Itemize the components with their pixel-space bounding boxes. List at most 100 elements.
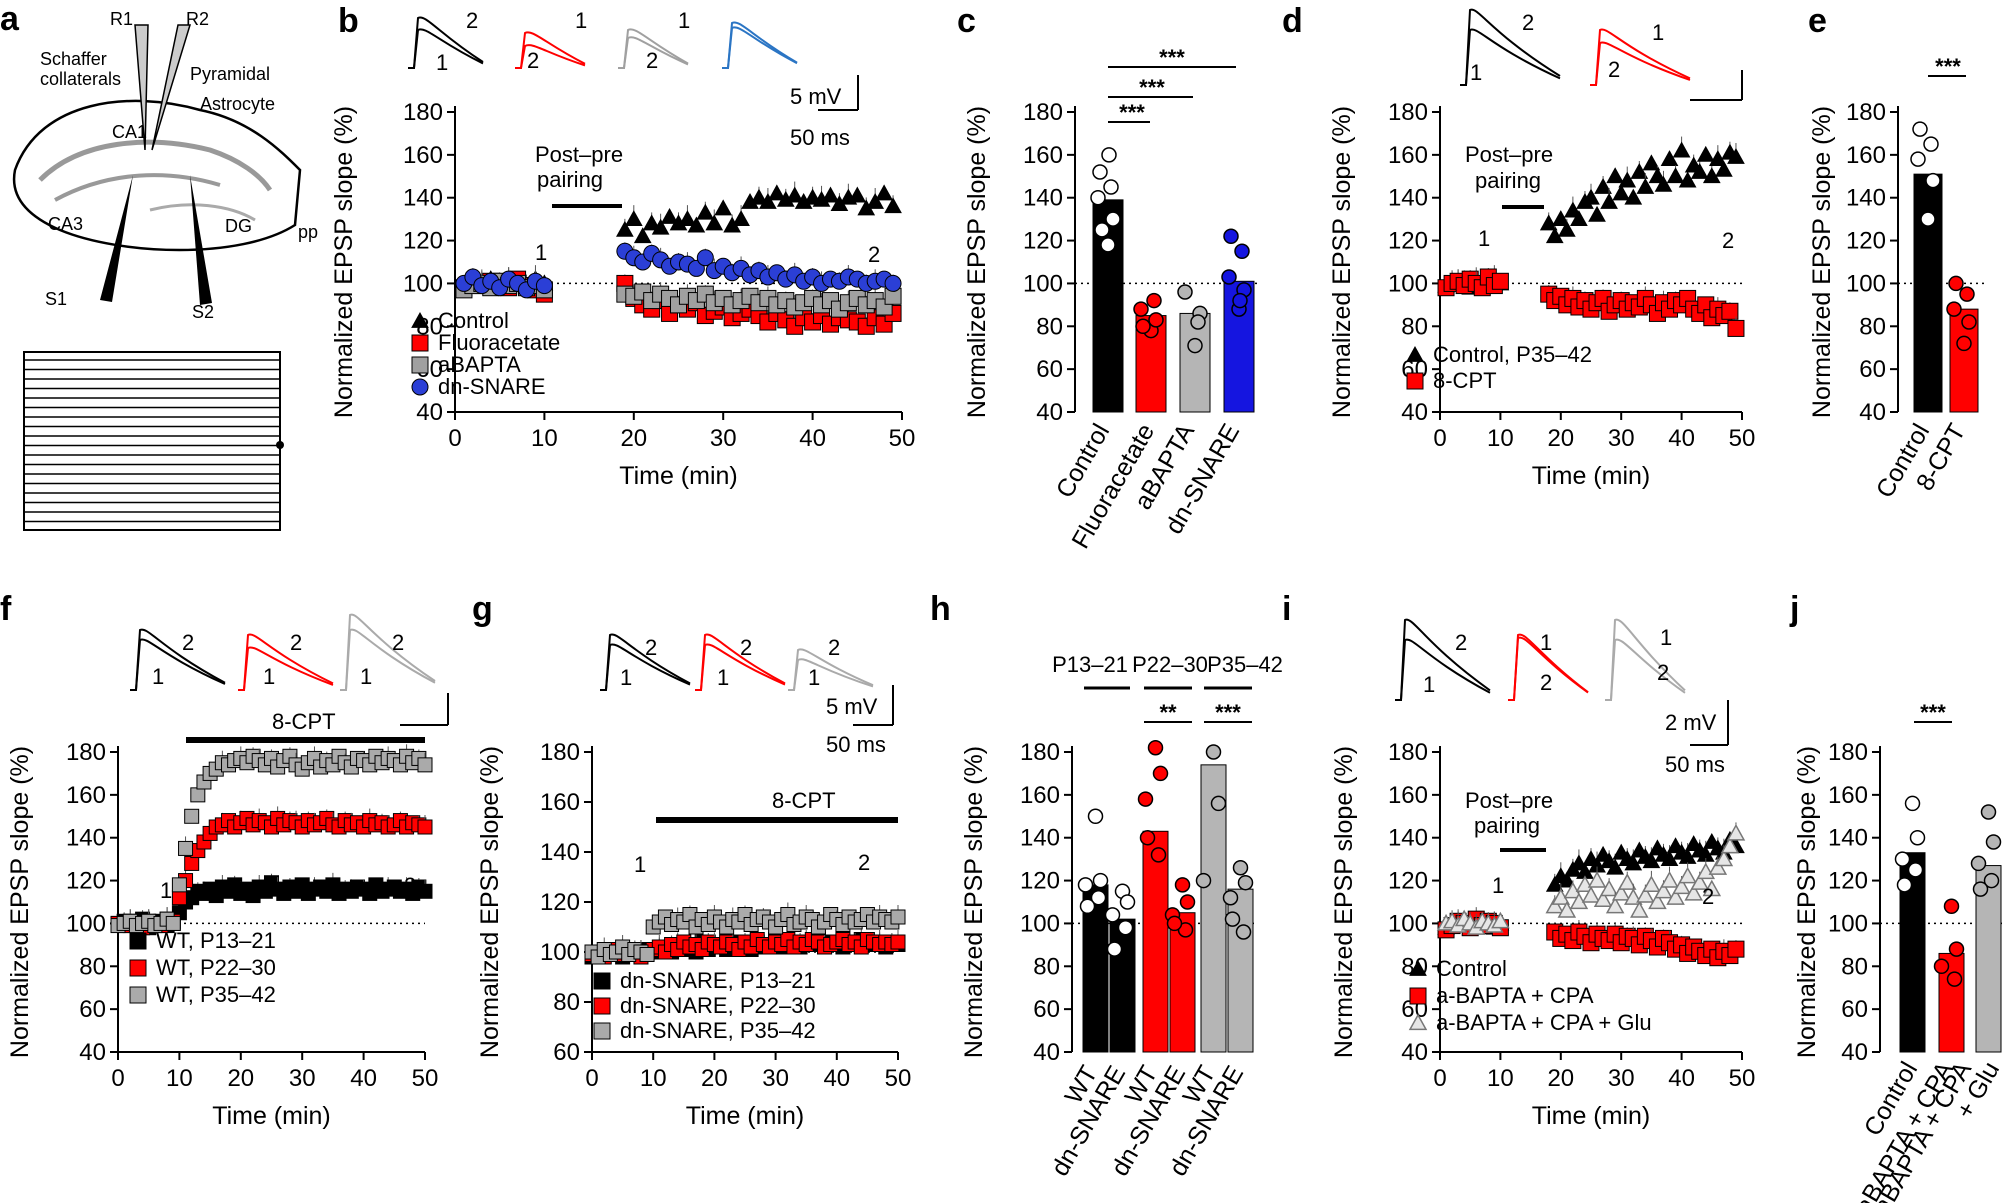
epoch-1: 1 [1478, 226, 1490, 251]
legend-marker [129, 932, 147, 950]
legend-marker [411, 334, 429, 352]
y-tick-label: 160 [66, 782, 106, 809]
trace-number: 1 [152, 664, 164, 689]
bar-point [1985, 834, 2002, 850]
bar-point [1933, 958, 1950, 975]
data-point [1702, 879, 1722, 897]
series-8-cpt [1437, 268, 1745, 337]
y-tick-label: 80 [1033, 953, 1060, 980]
trace-number: 2 [1657, 660, 1669, 685]
x-tick-label: 40 [1668, 1065, 1695, 1092]
legend-marker [593, 972, 611, 990]
epsp-trace [340, 628, 436, 691]
epsp-trace [238, 646, 334, 691]
y-tick-label: 100 [1388, 910, 1428, 937]
hippocampus-outline [12, 99, 302, 252]
bar [1200, 764, 1227, 1053]
trace-number: 1 [360, 664, 372, 689]
epsp-trace [1460, 8, 1561, 86]
bar-point [1232, 859, 1249, 876]
data-point [1648, 892, 1667, 910]
data-point [1721, 302, 1739, 320]
bar-point [1910, 151, 1926, 167]
data-point [1726, 823, 1746, 841]
data-point [1666, 167, 1685, 184]
panel-letter-h: h [930, 590, 951, 628]
x-tick-label: 30 [1608, 425, 1635, 452]
bar-point [1956, 335, 1972, 352]
data-point [1660, 150, 1679, 167]
trace-number: 2 [182, 630, 194, 655]
legend-label: Control [1436, 956, 1507, 981]
bar-point [1139, 829, 1156, 846]
y-tick-label: 80 [553, 989, 580, 1016]
bar-point [1166, 915, 1183, 932]
y-tick-label: 160 [1846, 142, 1886, 169]
label-r2: R2 [186, 9, 209, 29]
x-tick-label: 0 [1433, 425, 1446, 452]
epsp-trace [618, 36, 689, 69]
epsp-trace [1590, 41, 1691, 86]
bar-point [1117, 919, 1134, 936]
data-point [190, 787, 206, 803]
data-point [1600, 192, 1618, 209]
x-tick-label: 20 [620, 425, 647, 452]
data-point [171, 890, 187, 906]
data-point [633, 227, 652, 244]
data-point [1606, 858, 1625, 875]
bar-point [1959, 286, 1975, 302]
data-point [1617, 873, 1637, 890]
data-point [1690, 162, 1709, 179]
trace-number: 1 [575, 8, 587, 33]
legend-label: WT, P22–30 [156, 955, 276, 980]
data-point [705, 214, 724, 231]
legend-marker [1408, 1013, 1428, 1031]
legend-marker [411, 311, 429, 328]
legend-label: aBAPTA [438, 352, 521, 377]
epsp-trace [600, 633, 691, 691]
legend-marker [1406, 345, 1424, 362]
data-point [616, 220, 634, 237]
x-tick-label: 0 [585, 1065, 598, 1092]
bar-point [1104, 907, 1121, 923]
data-point [535, 277, 553, 295]
bar-point [1907, 862, 1924, 878]
trace-number: 1 [620, 665, 632, 690]
label-astrocyte: Astrocyte [200, 94, 275, 114]
y-tick-label: 80 [1401, 313, 1428, 340]
data-point [1654, 881, 1673, 899]
bar-point [1946, 301, 1962, 317]
panel-letter-j: j [1789, 590, 1799, 628]
data-point [1654, 175, 1673, 192]
y-tick-label: 140 [540, 839, 580, 866]
epsp-trace [1605, 618, 1686, 701]
y-axis-label: Normalized EPSP slope (%) [1330, 746, 1358, 1058]
sig-stars: *** [1159, 45, 1185, 70]
bar-point [1909, 829, 1926, 846]
y-tick-label: 100 [1023, 270, 1063, 297]
legend-label: Control [438, 308, 509, 333]
x-axis-label: Time (min) [686, 1102, 805, 1130]
post-pre-label: Post–pre [535, 142, 623, 167]
bar-point [1179, 894, 1196, 910]
electrode-s1 [100, 175, 133, 302]
data-point [1720, 836, 1740, 854]
bar-point [1147, 739, 1164, 756]
bar-point [1152, 765, 1169, 782]
y-tick-label: 180 [540, 739, 580, 766]
trace-number: 2 [646, 48, 658, 73]
x-tick-label: 20 [1547, 1065, 1574, 1092]
data-point [642, 214, 661, 231]
epsp-trace [340, 613, 436, 691]
x-tick-label: 30 [762, 1065, 789, 1092]
bar-point [1224, 911, 1241, 927]
bar-point [1943, 898, 1960, 915]
electrode-r2 [151, 24, 192, 151]
trace-number: 2 [1455, 630, 1467, 655]
y-tick-label: 160 [403, 142, 443, 169]
trace-number: 1 [263, 664, 275, 689]
x-axis-label: Time (min) [212, 1102, 331, 1130]
